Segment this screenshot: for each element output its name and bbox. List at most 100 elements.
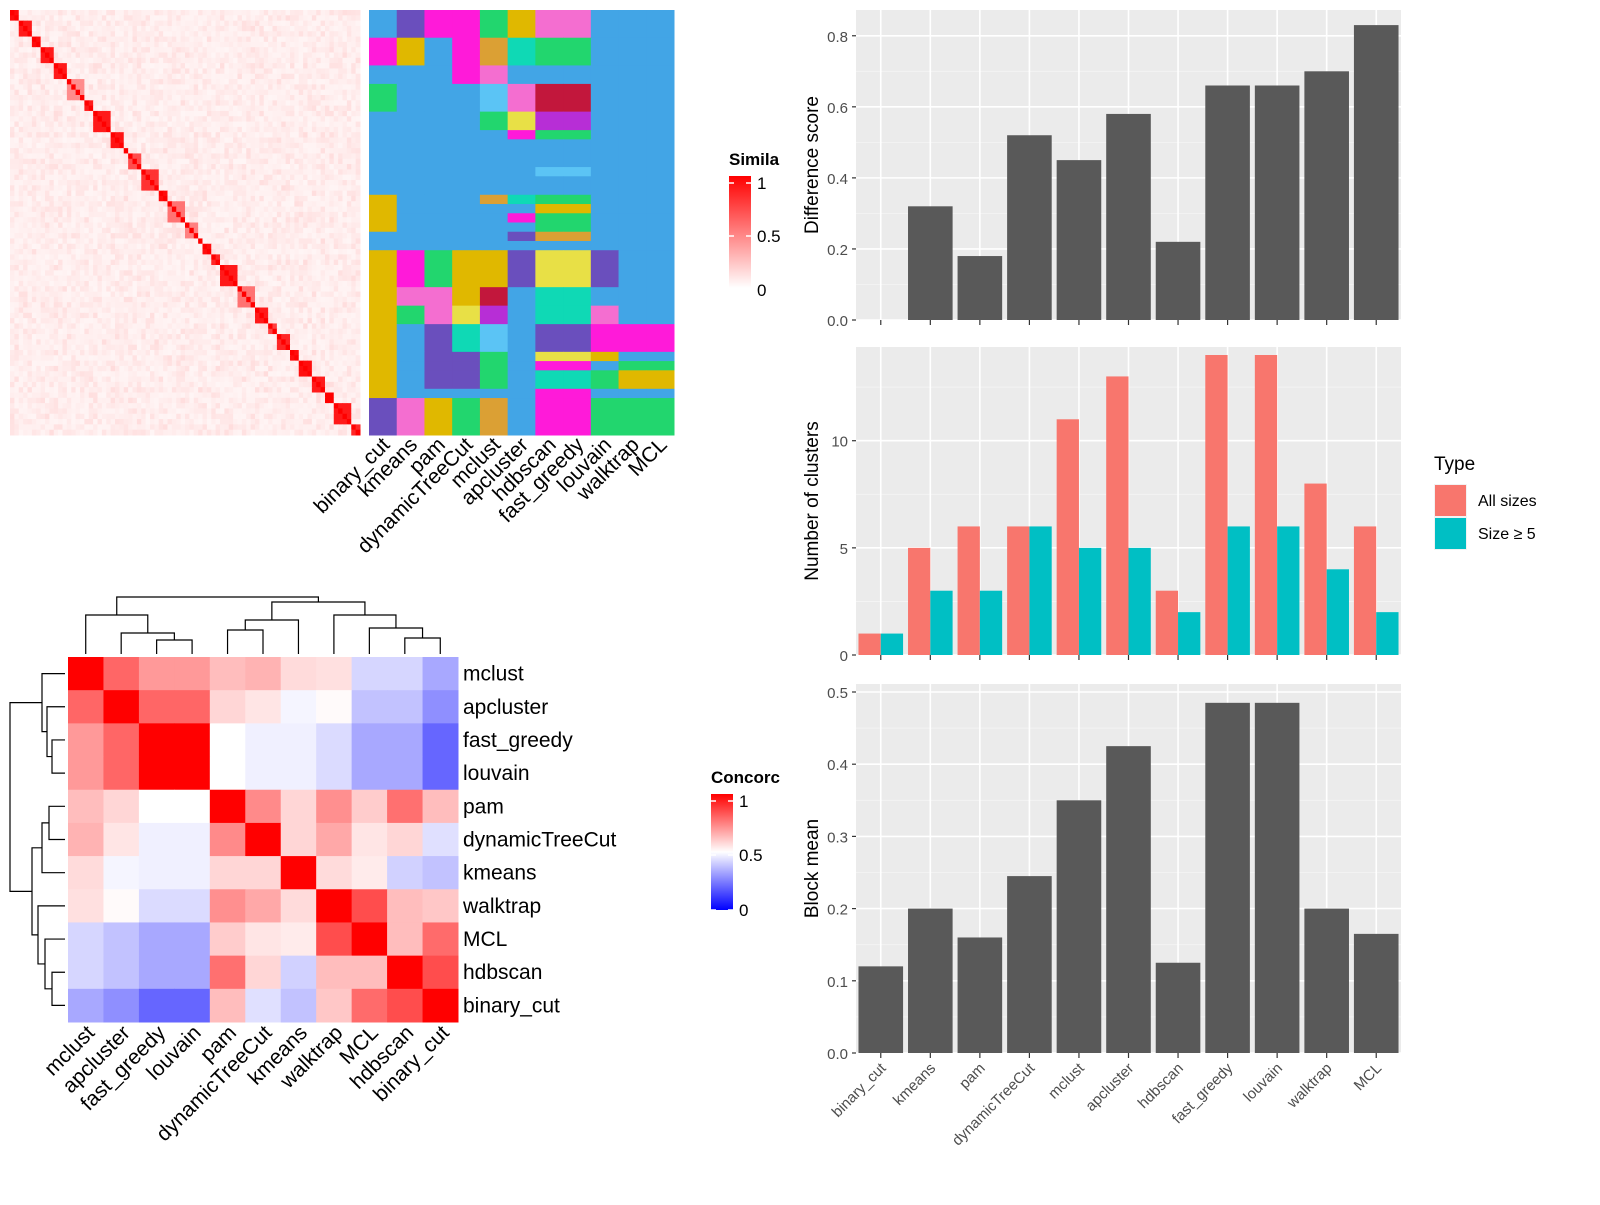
similarity-cell <box>193 36 199 43</box>
similarity-cell <box>88 227 94 234</box>
similarity-cell <box>40 180 46 186</box>
similarity-cell <box>281 206 287 213</box>
similarity-cell <box>228 280 234 287</box>
similarity-cell <box>272 158 278 165</box>
similarity-cell <box>128 334 134 340</box>
similarity-cell <box>303 95 309 101</box>
similarity-cell <box>185 307 190 314</box>
similarity-cell <box>220 57 225 64</box>
similarity-cell <box>31 68 37 75</box>
similarity-cell <box>224 280 230 287</box>
similarity-cell <box>36 211 42 218</box>
similarity-cell <box>150 275 155 282</box>
similarity-cell <box>294 158 300 165</box>
similarity-cell <box>268 211 274 218</box>
similarity-cell <box>294 20 300 27</box>
similarity-cell <box>158 195 164 202</box>
similarity-cell <box>145 334 151 340</box>
similarity-cell <box>307 57 313 64</box>
similarity-cell <box>263 110 269 117</box>
similarity-cell <box>128 280 134 287</box>
similarity-cell <box>145 286 151 293</box>
similarity-cell <box>84 137 90 144</box>
similarity-cell <box>53 302 59 308</box>
similarity-cell <box>180 291 186 298</box>
similarity-cell <box>31 249 37 255</box>
similarity-cell <box>338 254 344 261</box>
similarity-cell <box>311 222 317 229</box>
similarity-cell <box>31 307 37 314</box>
similarity-cell <box>115 217 120 223</box>
similarity-cell <box>154 328 160 335</box>
similarity-cell <box>163 20 169 27</box>
similarity-cell <box>206 222 212 229</box>
similarity-cell <box>355 63 361 69</box>
similarity-cell <box>259 259 265 266</box>
similarity-cell <box>18 265 24 271</box>
similarity-cell <box>206 132 212 138</box>
similarity-cell <box>307 206 313 213</box>
similarity-cell <box>281 233 287 239</box>
similarity-cell <box>171 180 177 186</box>
similarity-cell <box>276 318 282 324</box>
similarity-cell <box>154 270 160 277</box>
similarity-cell <box>316 153 322 160</box>
similarity-cell <box>80 318 85 324</box>
similarity-cell <box>316 291 322 298</box>
similarity-cell <box>45 79 50 85</box>
similarity-cell <box>320 47 326 53</box>
similarity-cell <box>84 270 90 277</box>
similarity-cell <box>198 302 204 308</box>
similarity-cell <box>71 126 77 133</box>
similarity-cell <box>272 47 278 53</box>
similarity-cell <box>303 57 309 64</box>
similarity-cell <box>325 105 330 112</box>
similarity-cell <box>241 302 247 308</box>
similarity-cell <box>185 89 190 96</box>
similarity-cell <box>228 286 234 293</box>
similarity-cell <box>145 142 151 149</box>
similarity-cell <box>268 137 274 144</box>
similarity-cell <box>298 243 304 250</box>
similarity-cell <box>58 201 64 208</box>
similarity-cell <box>110 15 116 22</box>
similarity-cell <box>75 84 81 91</box>
similarity-cell <box>246 132 252 138</box>
similarity-cell <box>338 243 344 250</box>
similarity-cell <box>276 259 282 266</box>
similarity-cell <box>88 307 94 314</box>
similarity-cell <box>31 158 37 165</box>
similarity-cell <box>171 137 177 144</box>
similarity-cell <box>75 195 81 202</box>
similarity-cell <box>31 302 37 308</box>
similarity-cell <box>311 31 317 38</box>
similarity-cell <box>233 73 239 80</box>
similarity-cell <box>136 169 142 176</box>
similarity-cell <box>132 265 138 271</box>
similarity-cell <box>272 291 278 298</box>
similarity-cell <box>14 206 20 213</box>
similarity-cell <box>171 68 177 75</box>
similarity-cell <box>285 185 291 192</box>
similarity-cell <box>220 105 225 112</box>
similarity-cell <box>202 100 208 107</box>
similarity-cell <box>97 318 103 324</box>
similarity-cell <box>241 52 247 59</box>
similarity-cell <box>58 121 64 128</box>
similarity-cell <box>185 52 190 59</box>
similarity-cell <box>316 318 322 324</box>
similarity-cell <box>246 148 252 154</box>
similarity-cell <box>36 105 42 112</box>
similarity-cell <box>40 142 46 149</box>
similarity-cell <box>342 249 348 255</box>
similarity-cell <box>119 89 125 96</box>
similarity-cell <box>88 206 94 213</box>
similarity-cell <box>220 243 225 250</box>
similarity-cell <box>93 328 99 335</box>
similarity-cell <box>27 323 33 330</box>
similarity-cell <box>311 318 317 324</box>
similarity-cell <box>311 227 317 234</box>
similarity-cell <box>88 233 94 239</box>
similarity-cell <box>346 312 352 319</box>
similarity-cell <box>106 265 112 271</box>
